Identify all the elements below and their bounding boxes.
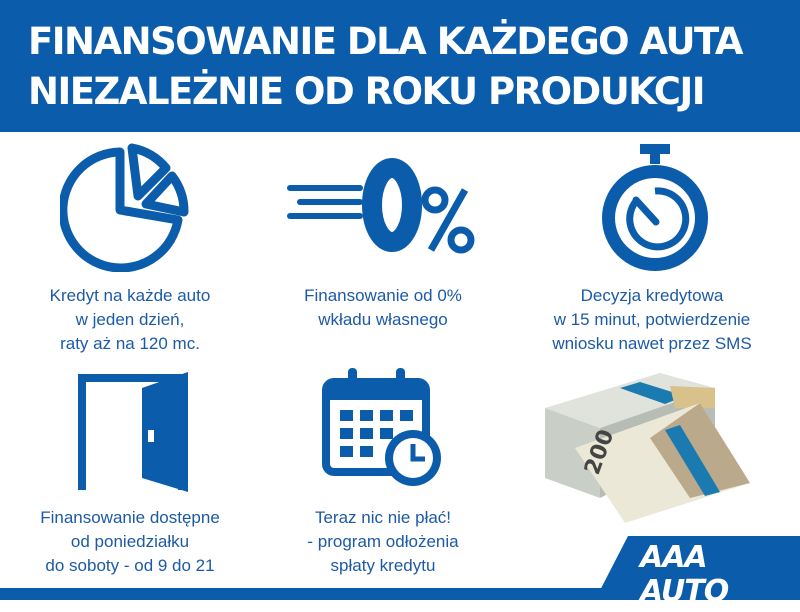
zero-percent-icon <box>287 158 475 254</box>
caption-line: do soboty - od 9 do 21 <box>45 556 215 575</box>
caption-line: wkładu własnego <box>318 310 448 329</box>
caption-line: od poniedziałku <box>70 532 190 551</box>
feature-caption-zero-percent: Finansowanie od 0% wkładu własnego <box>253 284 513 332</box>
caption-line: wniosku nawet przez SMS <box>552 334 752 353</box>
banknote-stacks-icon: 200 <box>545 373 750 523</box>
headline-line-1: FINANSOWANIE DLA KAŻDEGO AUTA <box>28 20 744 63</box>
caption-line: Finansowanie dostępne <box>40 508 220 527</box>
caption-line: - program odłożenia <box>307 532 459 551</box>
caption-line: Kredyt na każde auto <box>49 286 211 305</box>
pie-chart-icon <box>60 143 189 272</box>
caption-line: spłaty kredytu <box>330 556 436 575</box>
caption-line: Decyzja kredytowa <box>580 286 724 305</box>
caption-line: w 15 minut, potwierdzenie <box>553 310 751 329</box>
feature-caption-deferral: Teraz nic nie płać! - program odłożenia … <box>253 506 513 578</box>
caption-line: w jeden dzień, <box>75 310 185 329</box>
feature-caption-decision: Decyzja kredytowa w 15 minut, potwierdze… <box>522 284 782 356</box>
header-banner: FINANSOWANIE DLA KAŻDEGO AUTA NIEZALEŻNI… <box>0 0 800 132</box>
caption-line: Finansowanie od 0% <box>304 286 462 305</box>
feature-caption-credit: Kredyt na każde auto w jeden dzień, raty… <box>0 284 260 356</box>
calendar-clock-icon <box>322 368 441 486</box>
open-door-icon <box>78 372 188 492</box>
stopwatch-icon <box>602 144 708 271</box>
headline-line-2: NIEZALEŻNIE OD ROKU PRODUKCJI <box>28 70 706 113</box>
caption-line: Teraz nic nie płać! <box>314 508 452 527</box>
feature-caption-hours: Finansowanie dostępne od poniedziałku do… <box>0 506 260 578</box>
caption-line: raty aż na 120 mc. <box>60 334 200 353</box>
aaa-auto-logo: AAA AUTO <box>640 541 800 612</box>
